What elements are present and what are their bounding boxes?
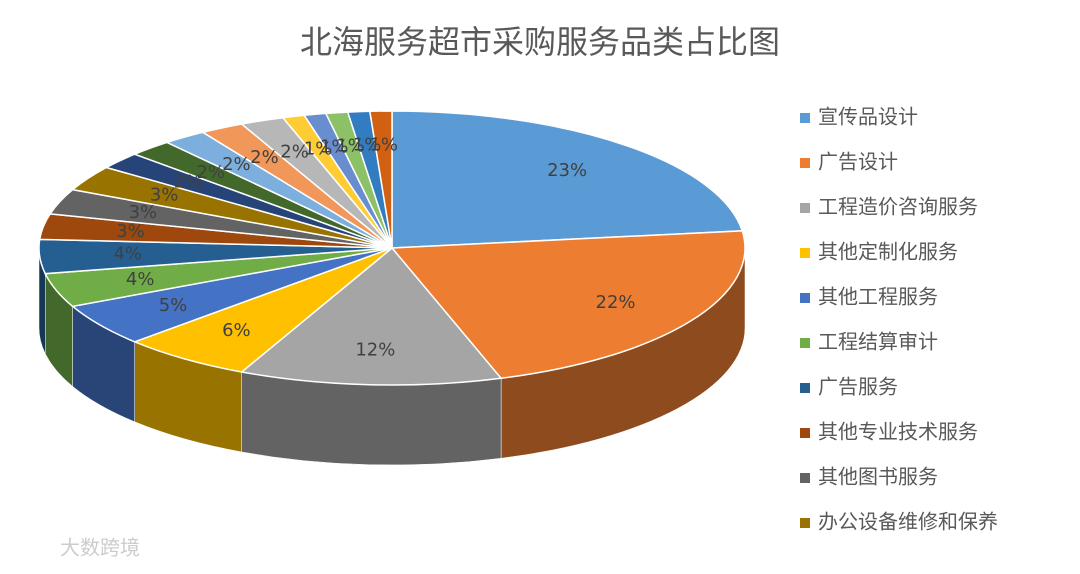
legend-swatch xyxy=(800,113,810,123)
data-label: 3% xyxy=(116,221,145,242)
data-label: 1% xyxy=(369,134,398,155)
slice-side xyxy=(241,371,502,466)
slice xyxy=(368,110,393,249)
data-label: 6% xyxy=(222,320,251,341)
pie-tops xyxy=(38,110,746,386)
legend-label: 办公设备维修和保养 xyxy=(818,510,998,534)
slice xyxy=(390,230,746,380)
data-label: 1% xyxy=(304,138,333,159)
data-label: 2% xyxy=(250,147,279,168)
data-label: 4% xyxy=(113,243,142,264)
data-label: 3% xyxy=(129,202,158,223)
data-label: 1% xyxy=(320,137,349,158)
legend-label: 其他图书服务 xyxy=(818,465,938,489)
chart-title: 北海服务超市采购服务品类占比图 xyxy=(300,23,780,61)
legend-swatch xyxy=(800,473,810,483)
data-label: 3% xyxy=(150,185,179,206)
legend-swatch xyxy=(800,203,810,213)
slice xyxy=(132,247,393,373)
legend-label: 其他专业技术服务 xyxy=(818,420,978,444)
data-label: 2% xyxy=(196,162,225,183)
legend-swatch xyxy=(800,248,810,258)
data-label: 5% xyxy=(159,295,188,316)
data-label: 4% xyxy=(126,269,155,290)
legend-label: 广告设计 xyxy=(818,150,898,174)
pie-sides xyxy=(38,247,746,466)
data-label: 1% xyxy=(336,136,365,157)
slice xyxy=(391,110,744,249)
legend-label: 广告服务 xyxy=(818,375,898,399)
slice xyxy=(239,246,503,386)
legend-swatch xyxy=(800,293,810,303)
data-label: 2% xyxy=(222,154,251,175)
legend-label: 宣传品设计 xyxy=(818,105,918,129)
legend-swatch xyxy=(800,428,810,438)
data-label: 1% xyxy=(353,135,382,156)
legend-label: 工程造价咨询服务 xyxy=(818,195,978,219)
watermark: 大数跨境 xyxy=(60,536,140,560)
legend-label: 工程结算审计 xyxy=(818,330,938,354)
data-label: 22% xyxy=(596,292,636,313)
legend: 宣传品设计广告设计工程造价咨询服务其他定制化服务其他工程服务工程结算审计广告服务… xyxy=(800,105,998,534)
data-label: 2% xyxy=(280,141,309,162)
legend-swatch xyxy=(800,383,810,393)
legend-label: 其他定制化服务 xyxy=(818,240,958,264)
legend-swatch xyxy=(800,518,810,528)
data-labels: 23%22%12%6%5%4%4%3%3%3%2%2%2% 2% 2%1%1%1%1… xyxy=(113,134,635,360)
data-label: 2% xyxy=(174,172,203,193)
data-label: 12% xyxy=(355,340,395,361)
data-label: 23% xyxy=(547,160,587,181)
legend-swatch xyxy=(800,158,810,168)
legend-label: 其他工程服务 xyxy=(818,285,938,309)
legend-swatch xyxy=(800,338,810,348)
